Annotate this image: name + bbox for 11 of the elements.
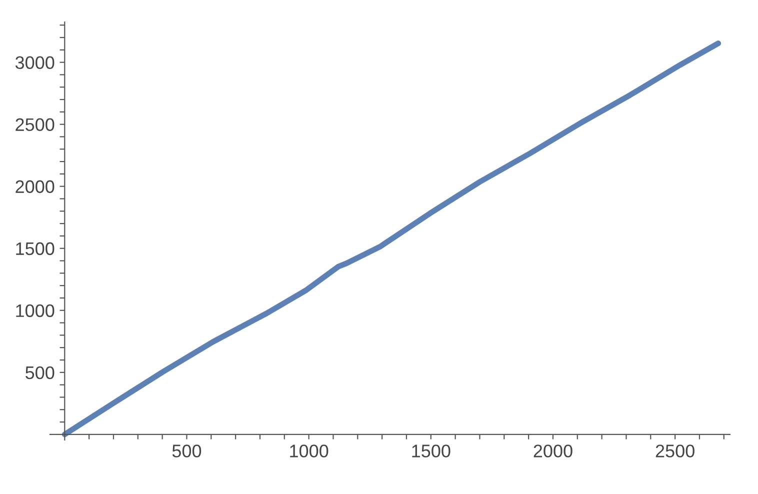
x-tick-label: 2000 [534,444,572,458]
y-tick-label: 2000 [16,180,54,194]
x-tick-label: 1500 [412,444,450,458]
y-tick-label: 1500 [16,242,54,256]
x-tick-label: 2500 [656,444,694,458]
y-tick-label: 1000 [16,304,54,318]
y-tick-label: 2500 [16,118,54,132]
y-tick-label: 500 [26,366,54,380]
y-tick-label: 3000 [15,56,54,70]
x-tick-label: 1000 [290,444,328,458]
x-tick-label: 500 [172,444,202,458]
